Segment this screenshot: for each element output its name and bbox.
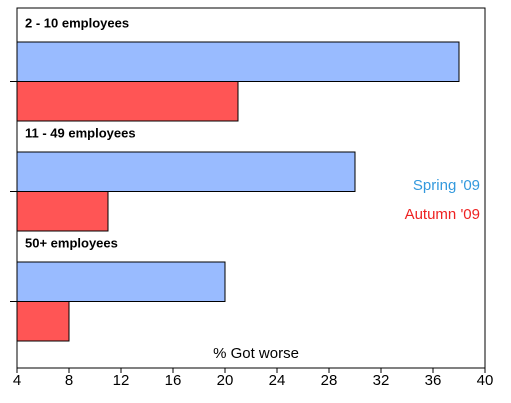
x-tick-label: 36 <box>425 372 442 389</box>
category-label: 11 - 49 employees <box>25 125 136 140</box>
bar <box>16 41 460 82</box>
category-label: 50+ employees <box>25 235 118 250</box>
x-tick-label: 32 <box>373 372 390 389</box>
x-tick-label: 28 <box>321 372 338 389</box>
x-tick-label: 24 <box>269 372 286 389</box>
x-tick-label: 20 <box>217 372 234 389</box>
legend-label: Autumn '09 <box>405 206 480 223</box>
category-label: 2 - 10 employees <box>25 15 129 30</box>
bar <box>16 301 70 342</box>
x-axis-label: % Got worse <box>213 345 299 362</box>
x-tick-label: 16 <box>165 372 182 389</box>
x-tick-label: 8 <box>65 372 73 389</box>
x-tick-label: 12 <box>113 372 130 389</box>
bar <box>16 151 356 192</box>
bar <box>16 261 226 302</box>
x-tick-label: 40 <box>477 372 494 389</box>
legend-label: Spring '09 <box>413 177 480 194</box>
bar <box>16 191 109 232</box>
x-tick-label: 4 <box>13 372 21 389</box>
bar <box>16 81 239 122</box>
